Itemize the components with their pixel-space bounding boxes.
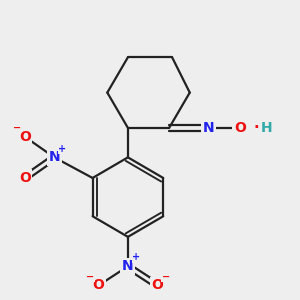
Text: O: O	[152, 278, 163, 292]
Text: +: +	[58, 143, 67, 154]
Text: O: O	[92, 278, 104, 292]
Text: N: N	[203, 121, 215, 135]
Text: −: −	[13, 123, 21, 133]
Text: N: N	[122, 259, 134, 273]
Text: −: −	[86, 272, 94, 282]
Text: O: O	[234, 121, 246, 135]
Text: ·: ·	[253, 120, 259, 135]
Text: +: +	[132, 253, 140, 262]
Text: −: −	[161, 272, 170, 282]
Text: H: H	[260, 121, 272, 135]
Text: O: O	[19, 130, 31, 144]
Text: N: N	[49, 150, 60, 164]
Text: O: O	[19, 171, 31, 185]
